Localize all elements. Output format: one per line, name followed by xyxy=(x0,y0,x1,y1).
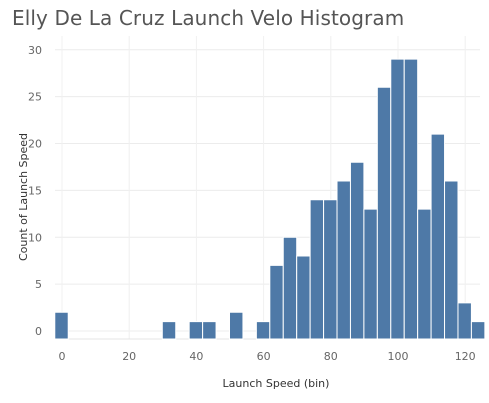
y-tick-label: 20 xyxy=(28,138,42,151)
histogram-bar xyxy=(430,133,446,340)
histogram-bar xyxy=(255,321,271,340)
histogram-bar xyxy=(376,86,392,340)
y-tick-label: 0 xyxy=(35,325,42,338)
histogram-bar xyxy=(390,58,405,340)
histogram-bar xyxy=(188,321,204,340)
histogram-bar xyxy=(309,199,325,340)
y-tick-label: 5 xyxy=(35,278,42,291)
x-axis-title: Launch Speed (bin) xyxy=(223,377,330,390)
histogram-bar xyxy=(336,180,351,340)
histogram-bar xyxy=(229,311,244,340)
histogram-bar xyxy=(363,208,378,340)
histogram-bar xyxy=(54,311,69,340)
histogram-bar xyxy=(296,255,311,340)
chart-title: Elly De La Cruz Launch Velo Histogram xyxy=(12,6,405,30)
y-tick-label: 30 xyxy=(28,44,42,57)
x-tick-labels: 0 20 40 60 80 100 120 xyxy=(59,350,476,363)
x-tick-label: 120 xyxy=(455,350,476,363)
y-tick-label: 25 xyxy=(28,91,42,104)
histogram-bar xyxy=(323,199,338,340)
histogram-bar xyxy=(202,321,217,340)
x-tick-label: 60 xyxy=(257,350,271,363)
x-tick-label: 100 xyxy=(388,350,409,363)
histogram-bar xyxy=(470,321,486,340)
bars xyxy=(54,58,486,340)
y-tick-labels: 0 5 10 15 20 25 30 xyxy=(28,44,42,338)
histogram-bar xyxy=(349,161,365,340)
histogram-bar xyxy=(161,321,177,340)
x-tick-label: 0 xyxy=(59,350,66,363)
x-tick-label: 80 xyxy=(324,350,338,363)
histogram-bar xyxy=(417,208,432,340)
x-tick-label: 20 xyxy=(122,350,136,363)
histogram-bar xyxy=(457,302,472,340)
histogram-bar xyxy=(444,180,459,340)
histogram-bar xyxy=(269,264,284,340)
y-axis-title: Count of Launch Speed xyxy=(17,133,30,261)
histogram-bar xyxy=(403,58,419,340)
x-tick-label: 40 xyxy=(189,350,203,363)
y-tick-label: 15 xyxy=(28,184,42,197)
y-tick-label: 10 xyxy=(28,231,42,244)
histogram-bar xyxy=(282,236,298,340)
